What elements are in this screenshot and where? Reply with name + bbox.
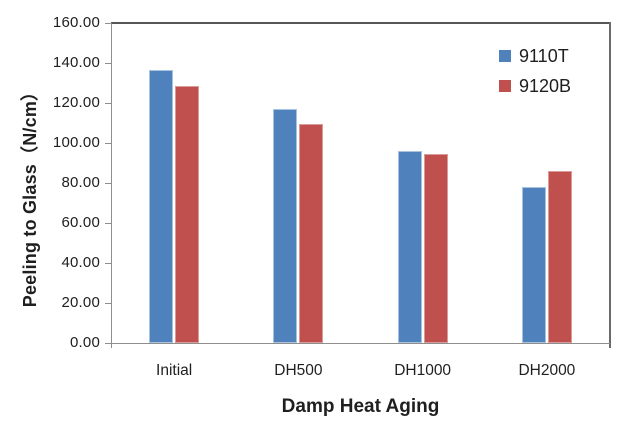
y-tick-mark bbox=[105, 63, 111, 64]
bar-group-dh500 bbox=[273, 109, 324, 343]
y-tick-mark bbox=[105, 303, 111, 304]
legend: 9110T 9120B bbox=[499, 44, 571, 104]
bar-9110t-dh1000 bbox=[397, 151, 422, 343]
x-category-label-initial: Initial bbox=[156, 362, 193, 379]
plot-right-border bbox=[609, 22, 611, 348]
bar-group-dh1000 bbox=[397, 151, 448, 343]
y-tick-mark bbox=[105, 183, 111, 184]
bar-9110t-dh500 bbox=[273, 109, 298, 343]
y-tick-mark bbox=[105, 343, 111, 344]
y-tick-label: 80.00 bbox=[61, 174, 100, 191]
y-axis-line bbox=[111, 23, 112, 348]
bar-9110t-dh2000 bbox=[521, 187, 546, 343]
legend-item-9120b: 9120B bbox=[499, 74, 571, 98]
x-axis-title: Damp Heat Aging bbox=[281, 396, 440, 417]
bar-9120b-dh2000 bbox=[547, 171, 572, 343]
y-tick-label: 160.00 bbox=[52, 14, 100, 31]
x-category-label-dh1000: DH1000 bbox=[394, 362, 452, 379]
y-tick-mark bbox=[105, 23, 111, 24]
y-tick-label: 40.00 bbox=[61, 254, 100, 271]
legend-item-9110t: 9110T bbox=[499, 44, 571, 68]
x-category-label-dh500: DH500 bbox=[274, 362, 323, 379]
y-tick-mark bbox=[105, 103, 111, 104]
legend-swatch-icon bbox=[499, 50, 511, 62]
legend-swatch-icon bbox=[499, 80, 511, 92]
y-tick-label: 20.00 bbox=[61, 294, 100, 311]
legend-label: 9120B bbox=[519, 75, 572, 96]
y-tick-label: 140.00 bbox=[52, 54, 100, 71]
x-category-label-dh2000: DH2000 bbox=[518, 362, 576, 379]
bar-group-dh2000 bbox=[521, 171, 572, 343]
y-tick-mark bbox=[105, 263, 111, 264]
y-tick-mark bbox=[105, 223, 111, 224]
y-tick-label: 60.00 bbox=[61, 214, 100, 231]
x-axis-line bbox=[111, 343, 610, 344]
y-tick-label: 100.00 bbox=[52, 134, 100, 151]
y-tick-mark bbox=[105, 143, 111, 144]
bar-9110t-initial bbox=[149, 70, 174, 343]
plot-area bbox=[112, 23, 609, 343]
bar-9120b-dh1000 bbox=[423, 154, 448, 343]
bar-9120b-initial bbox=[175, 86, 200, 343]
bar-group-initial bbox=[149, 70, 200, 343]
plot-top-border bbox=[111, 22, 611, 24]
legend-label: 9110T bbox=[519, 45, 569, 66]
y-tick-label: 0.00 bbox=[70, 334, 100, 351]
y-tick-label: 120.00 bbox=[52, 94, 100, 111]
bar-9120b-dh500 bbox=[299, 124, 324, 343]
